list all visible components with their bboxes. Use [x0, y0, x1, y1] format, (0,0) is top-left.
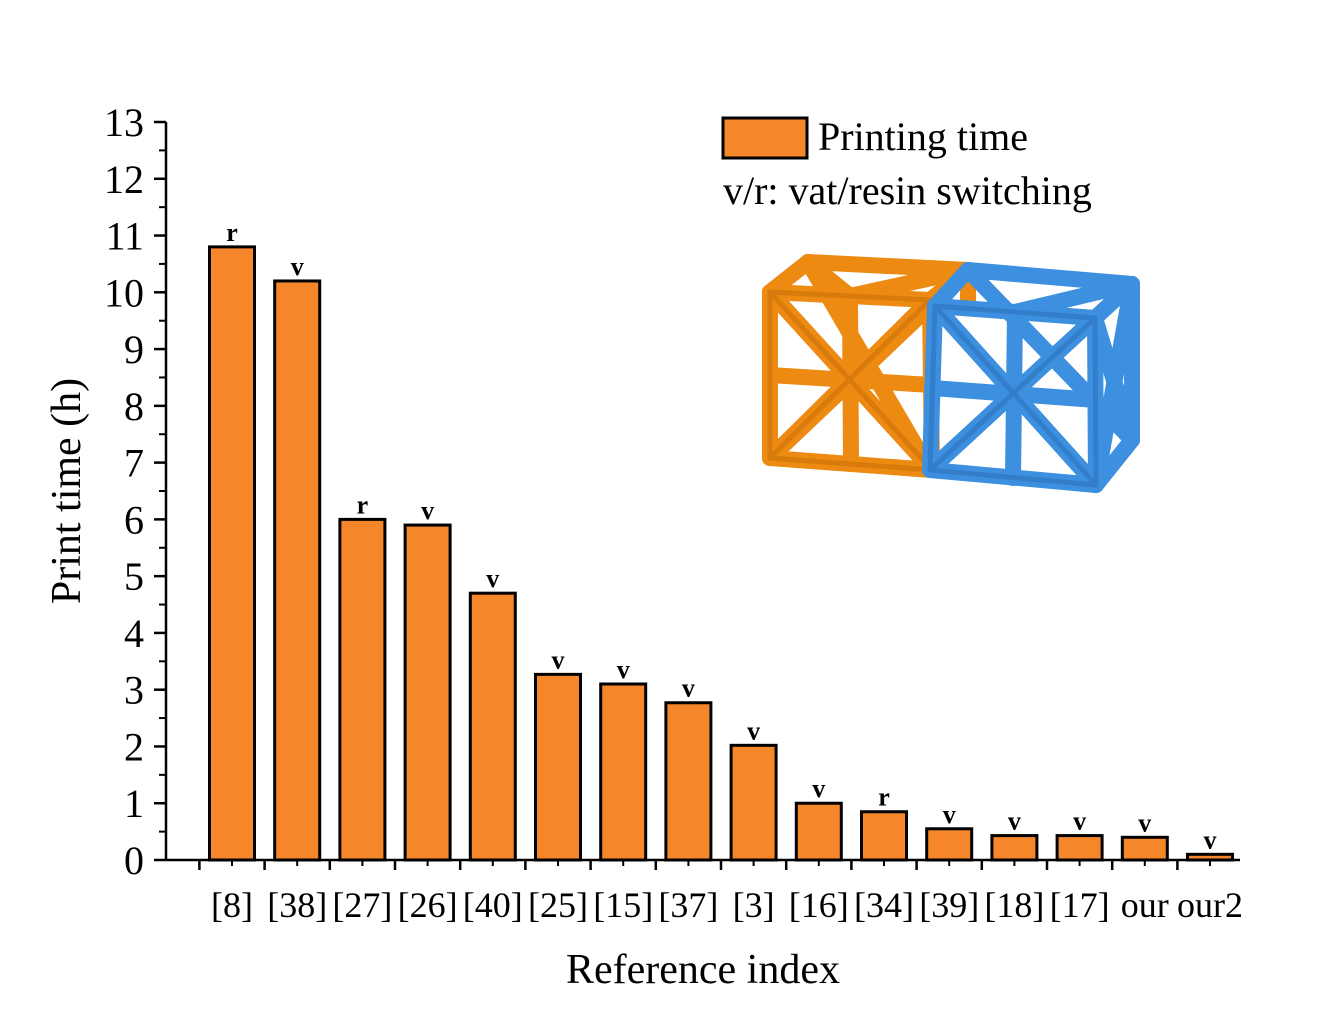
bar-annotations-group: r v r v v v v v v v r v v v v v	[226, 218, 1216, 854]
y-tick-label: 9	[124, 327, 144, 372]
bar	[338, 517, 387, 862]
bar	[794, 801, 843, 862]
y-axis-title: Print time (h)	[44, 378, 90, 604]
y-tick-label: 5	[124, 554, 144, 599]
x-tick-label: [40]	[463, 885, 523, 925]
bar-annotation-label: r	[357, 490, 369, 519]
x-tick-label: [27]	[332, 885, 392, 925]
bar	[1055, 834, 1104, 862]
x-tick-label: [3]	[733, 885, 775, 925]
bar-annotation-label: v	[617, 655, 630, 684]
x-tick-label: [8]	[211, 885, 253, 925]
x-tick-label: our	[1121, 885, 1169, 925]
legend: Printing time v/r: vat/resin switching	[721, 114, 1092, 213]
bar-annotation-label: v	[943, 800, 956, 829]
bar-annotation-label: v	[421, 496, 434, 525]
bar-annotation-label: v	[1204, 825, 1217, 854]
y-tick-label: 12	[104, 157, 144, 202]
bar-annotation-label: v	[552, 645, 565, 674]
x-tick-label: our2	[1177, 885, 1243, 925]
bar-annotation-label: v	[747, 716, 760, 745]
bar	[534, 672, 582, 862]
bar-annotation-label: v	[1138, 808, 1151, 837]
x-tick-label: [26]	[398, 885, 458, 925]
bar-annotation-label: v	[486, 564, 499, 593]
bar	[208, 245, 256, 862]
bar	[664, 701, 713, 862]
y-tick-label: 10	[104, 270, 144, 315]
bar	[860, 810, 908, 862]
y-tick-label: 6	[124, 497, 144, 542]
bar	[599, 682, 648, 862]
y-tick-label: 13	[104, 100, 144, 145]
legend-entry-label: Printing time	[818, 114, 1028, 159]
x-tick-label: [37]	[658, 885, 718, 925]
bar-annotation-label: v	[812, 774, 825, 803]
x-tick-label: [18]	[984, 885, 1044, 925]
bar	[925, 827, 974, 862]
bar	[403, 523, 452, 862]
bar-annotation-label: v	[1008, 807, 1021, 836]
y-tick-label: 3	[124, 668, 144, 713]
bar-annotation-label: r	[226, 218, 238, 247]
bar	[1120, 835, 1169, 862]
bar	[729, 743, 778, 862]
bar-annotation-label: v	[1073, 807, 1086, 836]
x-ticks-group: [8] [38] [27] [26] [40] [25] [15] [37] [3] [16] [3…	[198, 860, 1243, 925]
y-tick-label: 8	[124, 384, 144, 429]
y-tick-label: 11	[105, 214, 144, 259]
x-tick-label: [16]	[789, 885, 849, 925]
x-tick-label: [38]	[267, 885, 327, 925]
legend-swatch	[721, 116, 809, 160]
bar	[990, 834, 1039, 862]
y-tick-label: 1	[124, 781, 144, 826]
x-axis-title: Reference index	[566, 947, 840, 993]
bar-annotation-label: v	[682, 674, 695, 703]
y-tick-label: 4	[124, 611, 144, 656]
bar-annotation-label: r	[878, 783, 890, 812]
y-tick-label: 7	[124, 441, 144, 486]
x-tick-label: [25]	[528, 885, 588, 925]
y-tick-label: 2	[124, 724, 144, 769]
blue-lattice-cube-shade	[927, 303, 1099, 488]
x-tick-label: [15]	[593, 885, 653, 925]
bars-group	[208, 245, 1234, 862]
bar-annotation-label: v	[291, 252, 304, 281]
bar	[273, 279, 322, 862]
bar	[468, 591, 517, 862]
x-tick-label: [34]	[854, 885, 914, 925]
lattice-structure-icon	[762, 254, 1140, 493]
x-tick-label: [17]	[1050, 885, 1110, 925]
y-tick-label: 0	[124, 838, 144, 883]
legend-note: v/r: vat/resin switching	[723, 168, 1092, 213]
x-tick-label: [39]	[919, 885, 979, 925]
